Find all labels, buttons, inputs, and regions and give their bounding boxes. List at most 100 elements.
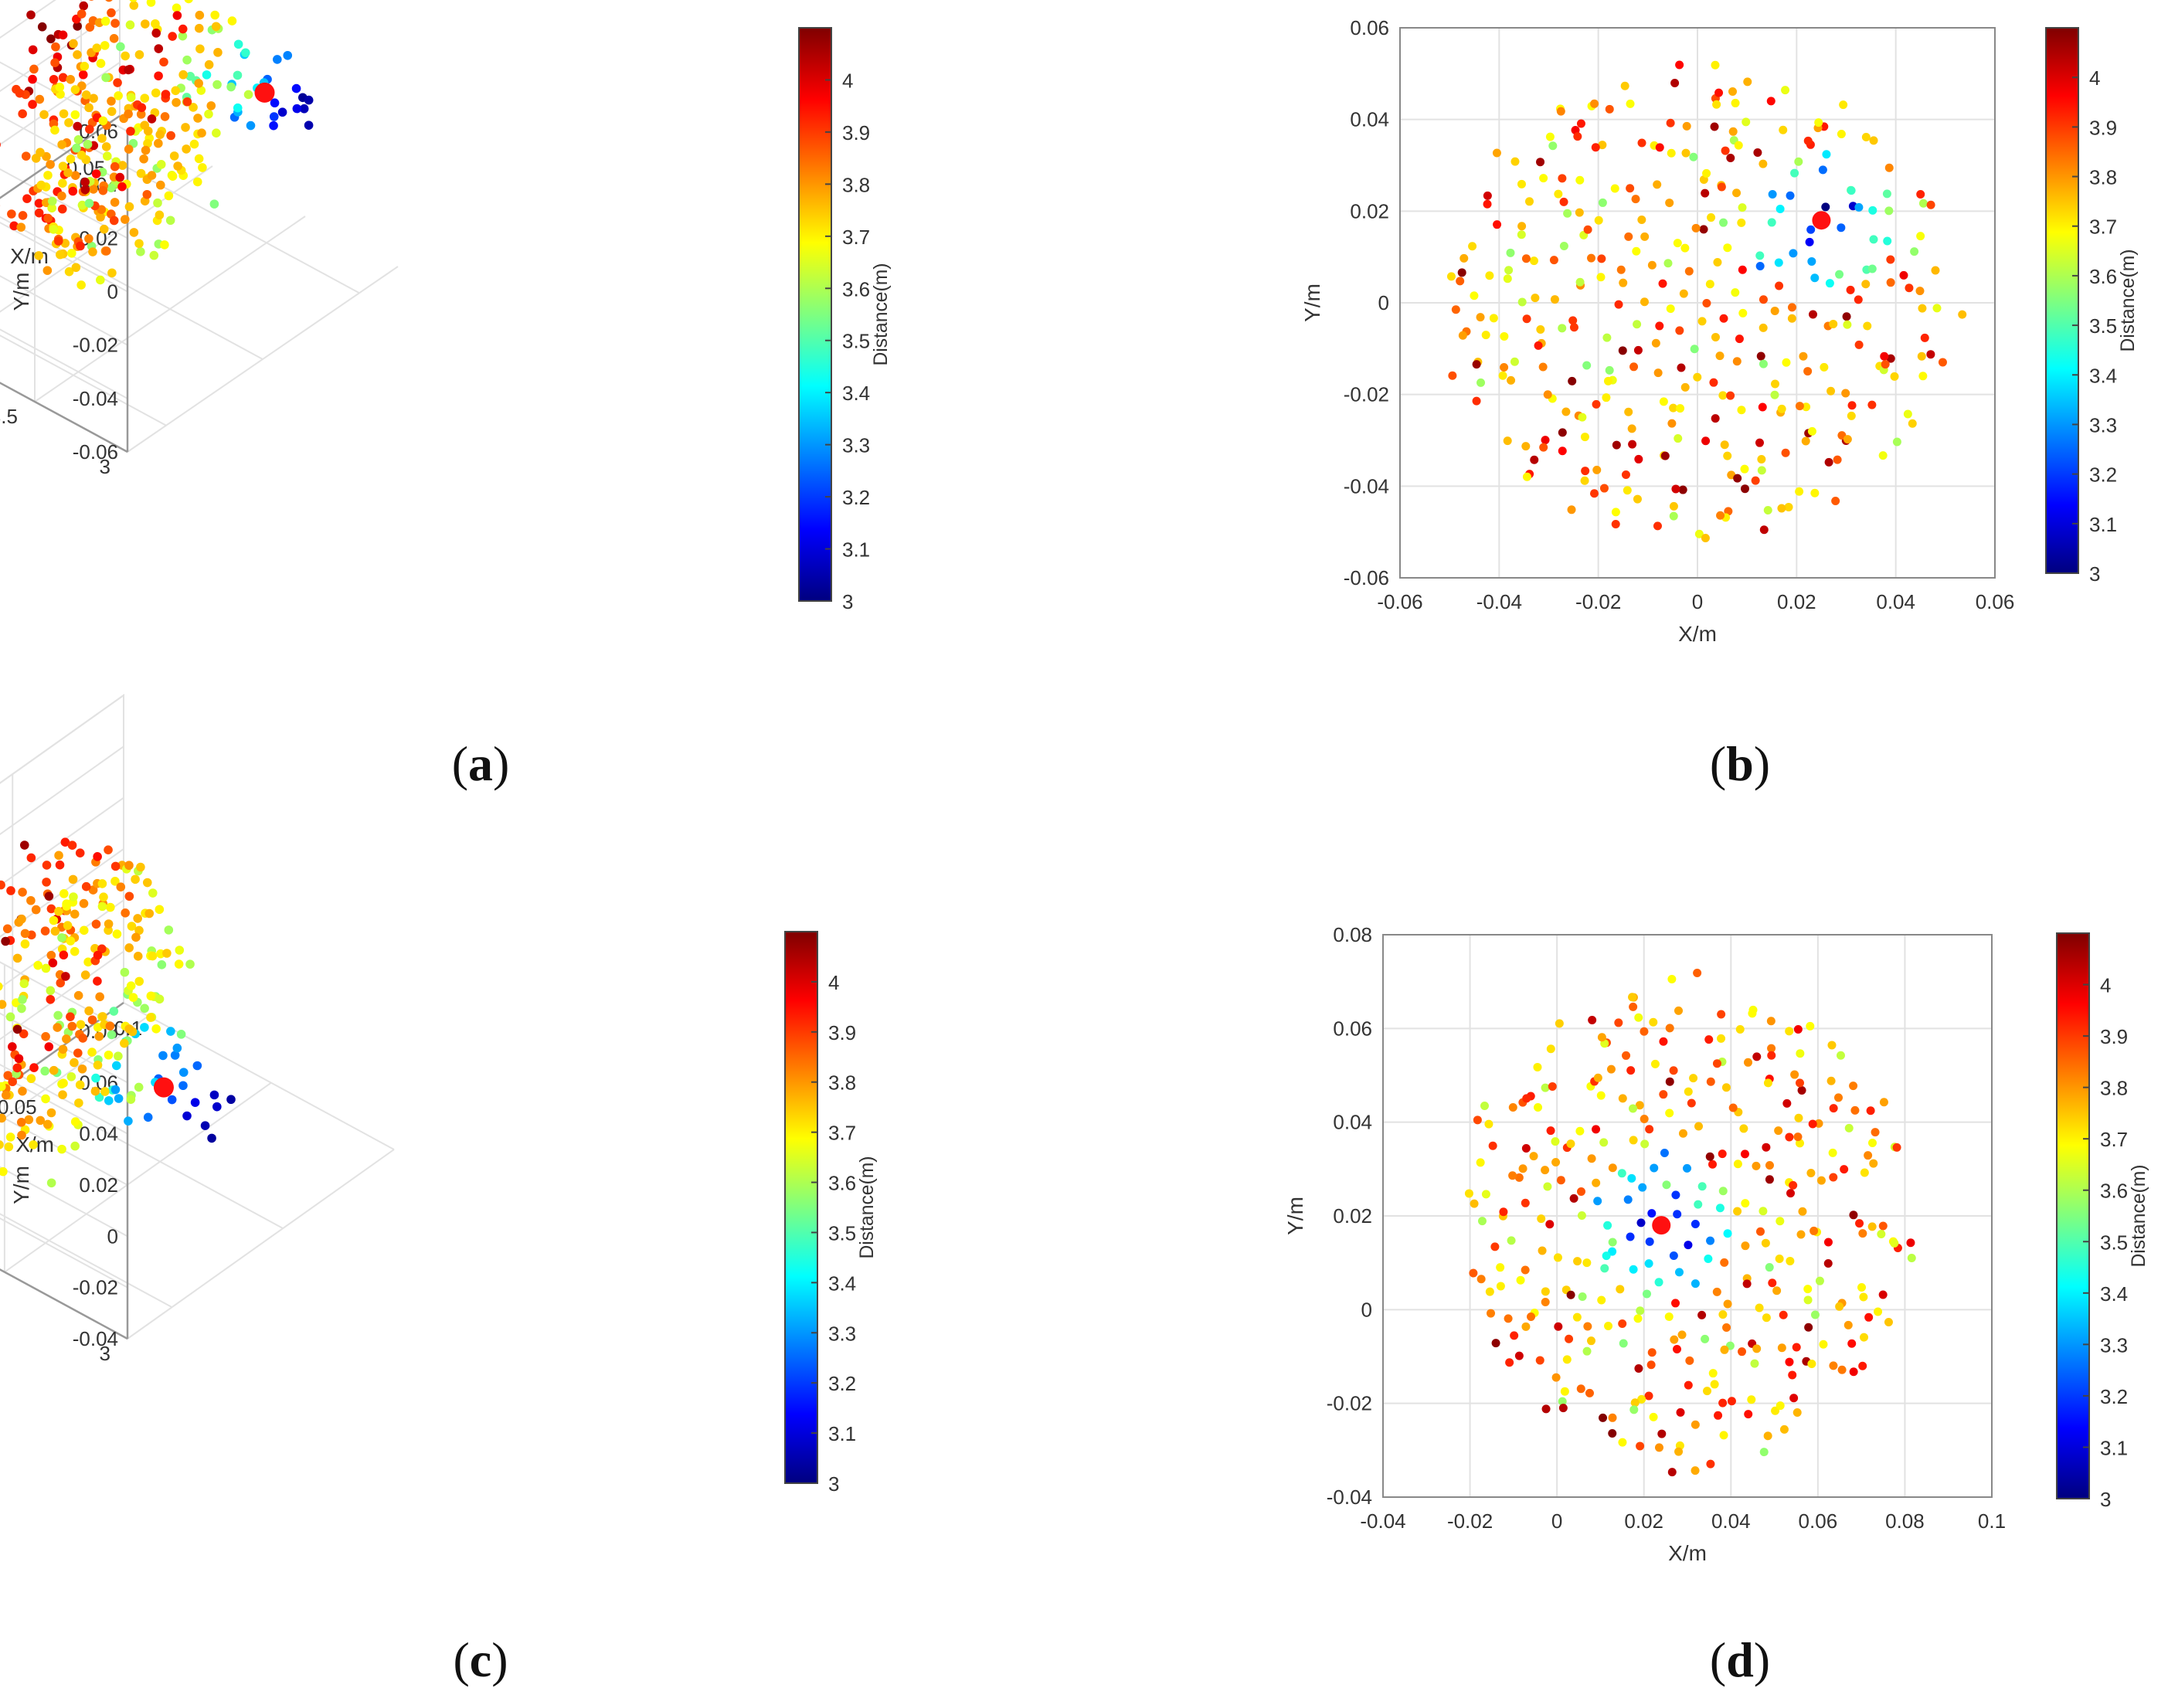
data-point [1687,1098,1696,1108]
data-point [104,919,114,929]
colorbar-tick-label: 3.2 [842,486,870,509]
data-point [1480,1101,1490,1110]
caption-d: (d) [1709,1632,1771,1687]
y-gridline [0,848,124,938]
data-point [1456,277,1465,286]
data-point [1554,1322,1563,1331]
data-point [1703,1387,1712,1396]
data-point [57,204,67,214]
colorbar-tick-label: 3.9 [842,121,870,144]
data-point [66,155,76,164]
colorbar-tick-label: 3.1 [2100,1436,2128,1459]
data-point [1691,1420,1700,1429]
data-point [1755,438,1764,447]
data-point [1558,428,1567,437]
data-point [34,208,44,218]
data-point [1708,1160,1718,1169]
data-point [292,104,302,114]
data-point [189,103,198,112]
data-point [46,950,56,960]
data-point [194,23,204,33]
data-point [1864,1151,1873,1160]
data-point [1586,1336,1595,1346]
data-point [31,154,41,163]
data-point [136,110,146,119]
data-point [5,1132,15,1142]
data-point [1706,1236,1715,1245]
data-point [1543,390,1552,399]
y-tick-label: -0.06 [73,440,118,464]
data-point [1697,1182,1707,1191]
data-point [1667,148,1676,158]
data-point [143,138,152,148]
data-point [1871,1128,1880,1137]
data-point [1822,150,1831,159]
data-point [1738,308,1748,317]
data-point [127,922,137,931]
data-point [1774,1126,1783,1136]
x-tick-label: 0.1 [1978,1509,2006,1533]
data-point [1671,484,1680,494]
data-point [1636,1441,1645,1451]
data-point [1568,316,1578,325]
data-point [133,952,143,961]
data-point [44,891,54,901]
data-point [1719,314,1728,323]
data-point [58,73,68,83]
data-point [87,1048,97,1057]
data-point [1685,1356,1694,1365]
data-point [160,240,169,250]
data-point [1575,1126,1585,1136]
data-point [120,967,130,977]
data-point [1835,270,1844,279]
data-point [24,1115,34,1125]
data-point [1712,1287,1721,1296]
data-point [204,109,213,119]
data-point [0,982,3,991]
data-point [59,889,69,898]
data-point [1867,1222,1877,1231]
data-point [1849,1211,1858,1220]
data-point [1599,484,1609,493]
data-point [1524,197,1534,206]
data-point [1669,1066,1678,1075]
data-point [1721,1083,1731,1092]
colorbar-tick-label: 3.1 [828,1422,856,1445]
data-point [1504,266,1514,275]
data-point [1551,1158,1561,1167]
data-point [19,1029,29,1039]
data-point [60,837,70,847]
data-point [1792,1343,1801,1352]
data-point [53,236,63,246]
data-point [1558,324,1567,333]
y-tick-label: -0.04 [73,1327,118,1350]
data-point [1722,1323,1731,1333]
data-point [97,902,107,912]
data-point [100,1087,110,1096]
data-point [1627,1173,1636,1183]
data-point [1527,1312,1536,1321]
data-point [1847,1339,1857,1348]
data-point [178,70,188,80]
data-point [98,185,108,195]
data-point [1642,1289,1651,1299]
data-point [1881,360,1890,369]
data-point [1490,1242,1500,1251]
data-point [178,31,188,41]
caption-a: (a) [451,736,510,791]
data-point [1787,303,1796,312]
data-point [1824,457,1833,467]
data-point [1717,1034,1726,1043]
data-point [1517,230,1526,239]
data-point [159,57,168,67]
data-point [1604,376,1613,385]
data-point [1521,1198,1530,1207]
data-point [1719,218,1728,227]
data-point [144,908,155,919]
data-point [1536,158,1545,167]
data-point [67,840,77,850]
data-point [1846,285,1855,294]
data-point [173,161,182,171]
data-point [1713,257,1722,267]
data-point [1660,1148,1669,1157]
